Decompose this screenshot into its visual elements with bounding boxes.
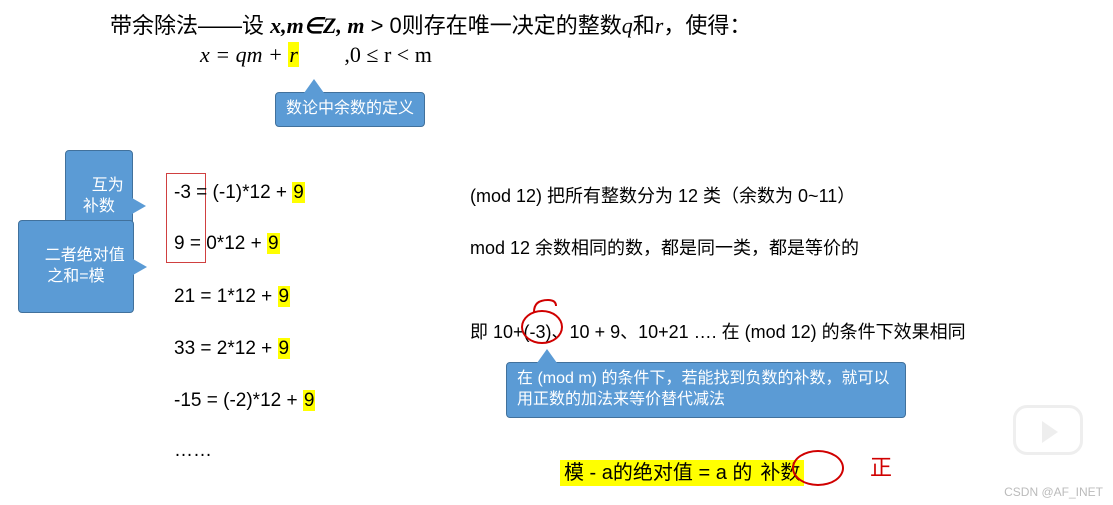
ex4-lhs: -15 <box>174 390 201 411</box>
eq-r: r <box>288 42 299 67</box>
ex0-r: 9 <box>292 182 305 203</box>
ex0-eq: = (-1)*12 + <box>191 182 292 203</box>
title-q: q <box>622 13 633 38</box>
handwritten-note: 正 <box>870 450 892 482</box>
ex3-r: 9 <box>278 338 291 359</box>
callout-mod-substitution: 在 (mod m) 的条件下，若能找到负数的补数，就可以用正数的加法来等价替代减… <box>506 362 906 418</box>
eq-lhs: x = qm + <box>200 42 288 67</box>
play-icon <box>1013 405 1083 455</box>
example-row-3: 33 = 2*12 + 9 <box>174 338 290 360</box>
watermark-text: CSDN @AF_INET <box>1004 485 1103 499</box>
callout-remainder-def: 数论中余数的定义 <box>275 92 425 127</box>
ex4-r: 9 <box>303 390 316 411</box>
example-row-0: -3 = (-1)*12 + 9 <box>174 182 305 204</box>
ex1-eq: = 0*12 + <box>185 233 267 254</box>
title-and: 和 <box>633 13 655 38</box>
title-line: 带余除法——设 x,m∈Z, m > 0则存在唯一决定的整数q和r，使得： <box>110 8 751 40</box>
callout-mod-text: 在 (mod m) 的条件下，若能找到负数的补数，就可以用正数的加法来等价替代减… <box>517 370 889 408</box>
red-hook-icon <box>530 296 560 316</box>
title-gt: > 0则存在唯一决定的整数 <box>371 13 622 38</box>
red-circle-bushu <box>792 450 844 486</box>
r3-post: 、10 + 9、10+21 …. 在 (mod 12) 的条件下效果相同 <box>552 322 966 342</box>
example-row-2: 21 = 1*12 + 9 <box>174 286 290 308</box>
ex4-eq: = (-2)*12 + <box>201 390 302 411</box>
title-pre: 带余除法——设 <box>110 13 270 38</box>
example-row-1: 9 = 0*12 + 9 <box>174 233 280 255</box>
callout-complement-text: 互为 补数 <box>83 177 124 215</box>
title-post: ，使得： <box>663 13 751 38</box>
ex3-lhs: 33 <box>174 338 195 359</box>
example-row-4: -15 = (-2)*12 + 9 <box>174 390 315 412</box>
ex1-lhs: 9 <box>174 233 185 254</box>
ex2-eq: = 1*12 + <box>195 286 277 307</box>
eq-cond: ,0 ≤ r < m <box>344 42 431 67</box>
right-text-2: mod 12 余数相同的数，都是同一类，都是等价的 <box>470 234 859 260</box>
ex3-eq: = 2*12 + <box>195 338 277 359</box>
ex2-lhs: 21 <box>174 286 195 307</box>
example-dots: …… <box>174 440 212 462</box>
callout-abs-sum: 二者绝对值 之和=模 <box>18 220 134 313</box>
title-vars: x,m∈Z, m <box>270 13 364 38</box>
callout-abs-sum-text: 二者绝对值 之和=模 <box>45 247 125 285</box>
right-text-1: (mod 12) 把所有整数分为 12 类（余数为 0~11） <box>470 182 855 208</box>
callout-remainder-def-text: 数论中余数的定义 <box>286 100 414 117</box>
bottom-formula-a: 模 - a的绝对值 = a 的 <box>560 460 756 486</box>
main-equation: x = qm + r ,0 ≤ r < m <box>200 42 432 68</box>
ex2-r: 9 <box>278 286 291 307</box>
r3-pre: 即 10+ <box>470 322 524 342</box>
diagram-canvas: 带余除法——设 x,m∈Z, m > 0则存在唯一决定的整数q和r，使得： x … <box>0 0 1113 505</box>
ex1-r: 9 <box>267 233 280 254</box>
bottom-formula: 模 - a的绝对值 = a 的补数 <box>560 456 804 485</box>
ex0-lhs: -3 <box>174 182 191 203</box>
